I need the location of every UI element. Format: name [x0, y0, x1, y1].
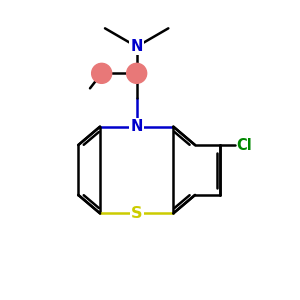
Text: N: N — [130, 119, 143, 134]
Circle shape — [92, 63, 112, 83]
Text: S: S — [131, 206, 142, 221]
Circle shape — [127, 63, 147, 83]
Text: Cl: Cl — [237, 137, 252, 152]
Text: N: N — [130, 39, 143, 54]
